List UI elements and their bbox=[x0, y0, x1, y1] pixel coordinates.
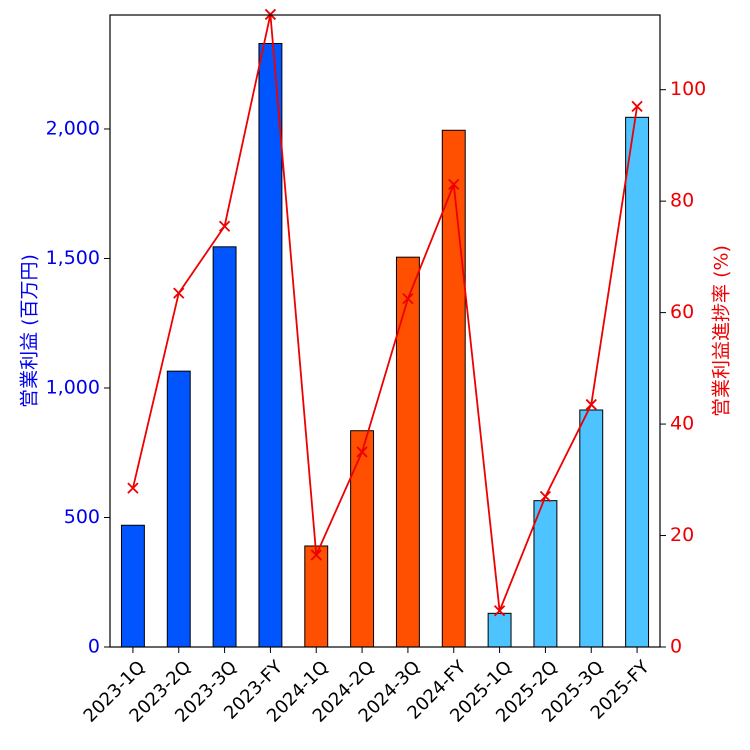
right-tick-label: 40 bbox=[670, 413, 694, 435]
left-tick-label: 1,500 bbox=[46, 247, 100, 269]
line-point-2023-1Q bbox=[127, 482, 139, 494]
plot-frame bbox=[109, 14, 661, 648]
line-point-2023-2Q bbox=[173, 287, 185, 299]
line-point-2024-FY bbox=[448, 178, 460, 191]
right-tick-label: 60 bbox=[670, 301, 694, 323]
left-tick-label: 1,000 bbox=[46, 376, 100, 398]
right-tick-label: 80 bbox=[670, 190, 694, 212]
bar-2025-2Q bbox=[533, 500, 558, 648]
right-tick-label: 0 bbox=[670, 636, 682, 658]
left-axis-ticks: 0 500 1,000 1,500 2,000 bbox=[46, 117, 110, 658]
bar-2024-3Q bbox=[395, 256, 420, 648]
line-point-2024-2Q bbox=[356, 446, 368, 458]
line-layer bbox=[127, 8, 643, 617]
line-point-2025-2Q bbox=[539, 490, 552, 503]
bar-2025-FY bbox=[625, 116, 650, 648]
bar-layer bbox=[120, 42, 650, 648]
bar-2023-1Q bbox=[120, 524, 145, 648]
bar-2024-FY bbox=[441, 129, 466, 648]
bar-2023-FY bbox=[258, 42, 283, 648]
right-axis-ticks: 0 20 40 60 80 100 bbox=[660, 78, 706, 658]
line-point-2025-3Q bbox=[585, 398, 597, 411]
right-tick-label: 20 bbox=[670, 524, 694, 546]
progress-line bbox=[132, 14, 638, 612]
left-tick-label: 0 bbox=[88, 636, 100, 658]
line-point-2025-1Q bbox=[493, 605, 506, 617]
bar-2024-2Q bbox=[350, 430, 375, 648]
bar-2025-1Q bbox=[487, 612, 512, 648]
bar-2025-3Q bbox=[579, 409, 604, 648]
line-point-2024-1Q bbox=[310, 549, 322, 561]
right-axis-label: 営業利益進捗率 (%) bbox=[711, 245, 733, 417]
line-point-2025-FY bbox=[631, 100, 643, 113]
line-point-2024-3Q bbox=[402, 293, 414, 305]
plot-area bbox=[110, 15, 660, 647]
left-axis-label: 営業利益 (百万円) bbox=[19, 254, 41, 408]
left-tick-label: 500 bbox=[64, 506, 100, 528]
bar-2023-3Q bbox=[212, 246, 237, 648]
bar-2024-1Q bbox=[304, 545, 329, 648]
x-axis-ticks: 2023-1Q2023-2Q2023-3Q2023-FY2024-1Q2024-… bbox=[80, 647, 654, 727]
right-tick-label: 100 bbox=[670, 78, 706, 100]
bar-2023-2Q bbox=[166, 370, 191, 648]
left-tick-label: 2,000 bbox=[46, 117, 100, 139]
line-point-2023-3Q bbox=[218, 220, 231, 232]
